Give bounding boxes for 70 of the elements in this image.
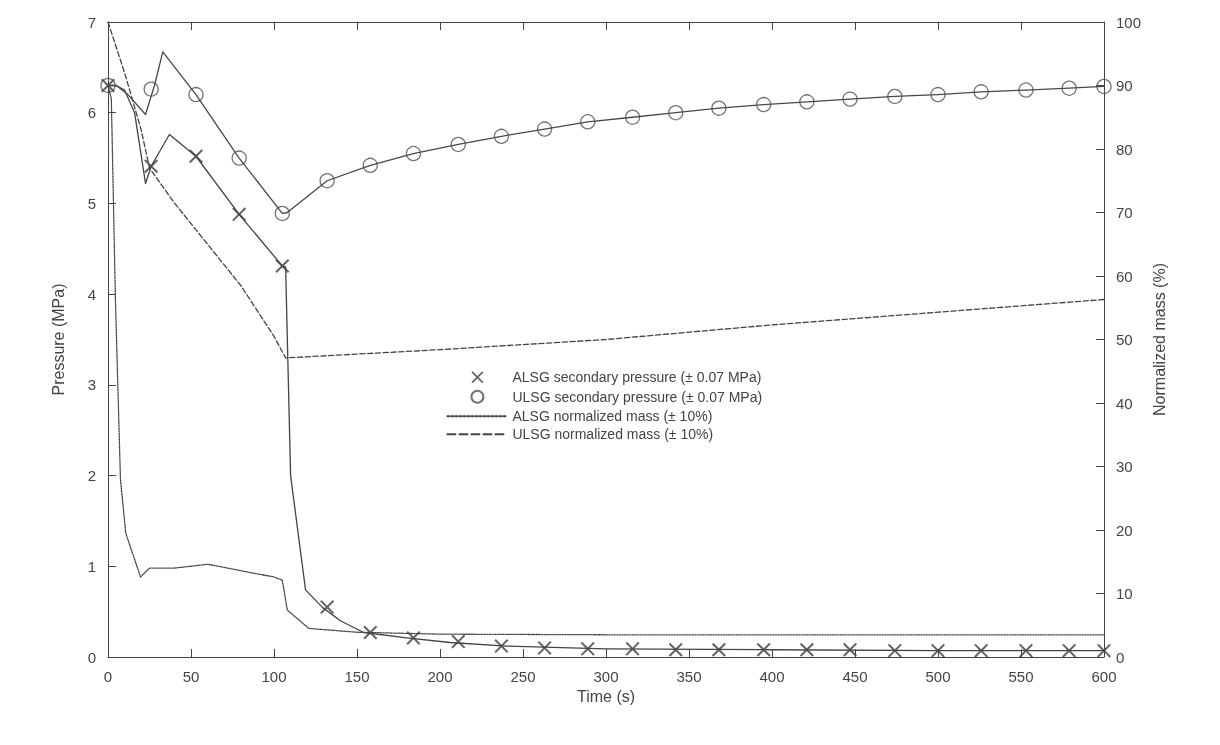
point (1018, 643, 1033, 658)
y2-tick-label: 10 (1116, 585, 1133, 602)
y2-axis-title: Normalized mass (%) (1151, 263, 1169, 416)
y2-tick-label: 90 (1116, 77, 1133, 94)
x-tick-label: 500 (925, 668, 951, 685)
point (362, 157, 378, 173)
y2-tick-label: 0 (1116, 648, 1125, 666)
y-axis-title: Pressure (MPa) (49, 283, 67, 396)
legend-label: ULSG secondary pressure (± 0.07 MPa) (512, 388, 763, 405)
x-tick-label: 350 (676, 668, 702, 685)
y2-tick-label: 60 (1116, 267, 1133, 285)
point (536, 121, 553, 137)
x-tick-label: 550 (1008, 668, 1034, 685)
point (580, 114, 596, 130)
legend-label: ALSG normalized mass (± 10%) (512, 408, 713, 425)
point (711, 100, 727, 116)
point (231, 150, 247, 166)
point (405, 145, 422, 162)
y-tick-label: 1 (87, 557, 96, 575)
point (319, 173, 335, 189)
point (843, 642, 858, 657)
point (143, 81, 159, 97)
y2-tick-label: 50 (1116, 331, 1133, 348)
x-tick-label: 250 (510, 668, 536, 685)
point (363, 625, 378, 640)
point (1061, 80, 1077, 96)
x-tick-label: 0 (103, 668, 113, 685)
point (756, 96, 772, 113)
x-tick-label: 450 (842, 668, 868, 685)
point (1096, 78, 1112, 95)
point (450, 136, 466, 153)
y-tick-label: 4 (87, 285, 96, 303)
x-tick-label: 150 (344, 668, 370, 685)
point (973, 84, 989, 100)
point (668, 105, 684, 121)
legend-label: ULSG normalized mass (± 10%) (512, 426, 714, 443)
point (799, 94, 815, 110)
x-axis-title: Time (s) (576, 688, 636, 706)
point (1018, 82, 1034, 98)
y-tick-label: 7 (87, 13, 96, 31)
y-tick-label: 5 (87, 194, 96, 212)
point (625, 641, 640, 656)
x-tick-label: 400 (759, 668, 785, 685)
x-tick-label: 600 (1091, 668, 1117, 685)
point (930, 86, 946, 103)
y2-tick-label: 40 (1116, 394, 1133, 412)
point (887, 88, 903, 105)
legend-label: ALSG secondary pressure (± 0.07 MPa) (512, 369, 762, 386)
point (274, 205, 290, 222)
y-tick-label: 3 (87, 376, 96, 394)
x-tick-label: 300 (593, 668, 619, 685)
x-tick-label: 200 (427, 668, 453, 685)
y-tick-label: 2 (87, 467, 96, 485)
point (451, 634, 466, 649)
x-tick-label: 100 (261, 668, 287, 685)
y2-tick-label: 80 (1116, 140, 1133, 158)
point (624, 109, 641, 125)
point (320, 600, 335, 615)
point (842, 91, 858, 107)
y2-tick-label: 70 (1116, 204, 1133, 221)
y2-tick-label: 30 (1116, 458, 1133, 475)
y-tick-label: 6 (87, 104, 96, 122)
point (493, 128, 510, 144)
x-tick-label: 50 (182, 668, 200, 685)
y-tick-label: 0 (87, 648, 96, 666)
point (931, 643, 945, 658)
point (188, 86, 204, 103)
point (1097, 643, 1111, 658)
y2-tick-label: 100 (1116, 13, 1142, 31)
y2-tick-label: 20 (1116, 521, 1133, 539)
